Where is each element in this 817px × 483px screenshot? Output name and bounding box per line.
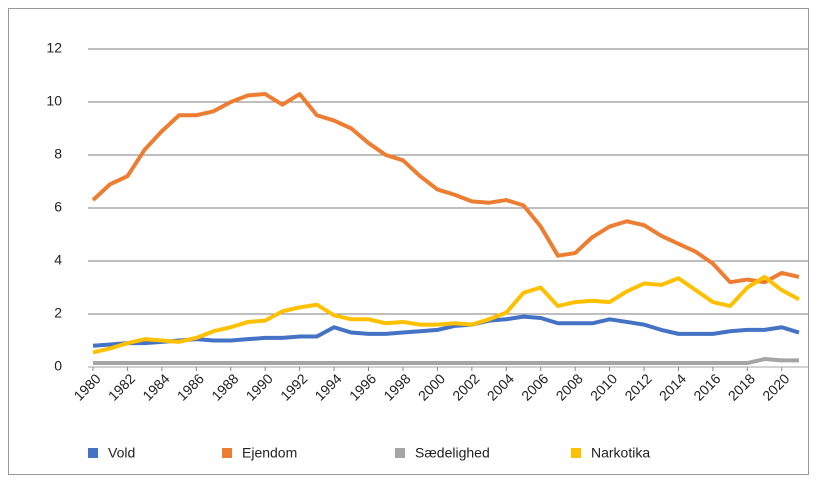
legend-swatch [222, 448, 232, 458]
legend-swatch [395, 448, 405, 458]
y-tick-label: 0 [54, 358, 62, 374]
series-line [92, 274, 800, 355]
y-tick-label: 4 [54, 252, 62, 268]
legend-label: Vold [108, 445, 135, 461]
y-tick-label: 6 [54, 199, 62, 215]
y-tick-label: 12 [46, 40, 62, 56]
chart-frame [8, 8, 809, 475]
legend-swatch [571, 448, 581, 458]
y-tick-label: 2 [54, 305, 62, 321]
y-tick-label: 8 [54, 146, 62, 162]
legend-label: Ejendom [242, 445, 297, 461]
legend-label: Sædelighed [415, 445, 490, 461]
legend-label: Narkotika [591, 445, 650, 461]
y-tick-label: 10 [46, 93, 62, 109]
series-line [92, 314, 800, 348]
series-line [91, 92, 800, 285]
series-line [93, 357, 799, 366]
legend-swatch [88, 448, 98, 458]
